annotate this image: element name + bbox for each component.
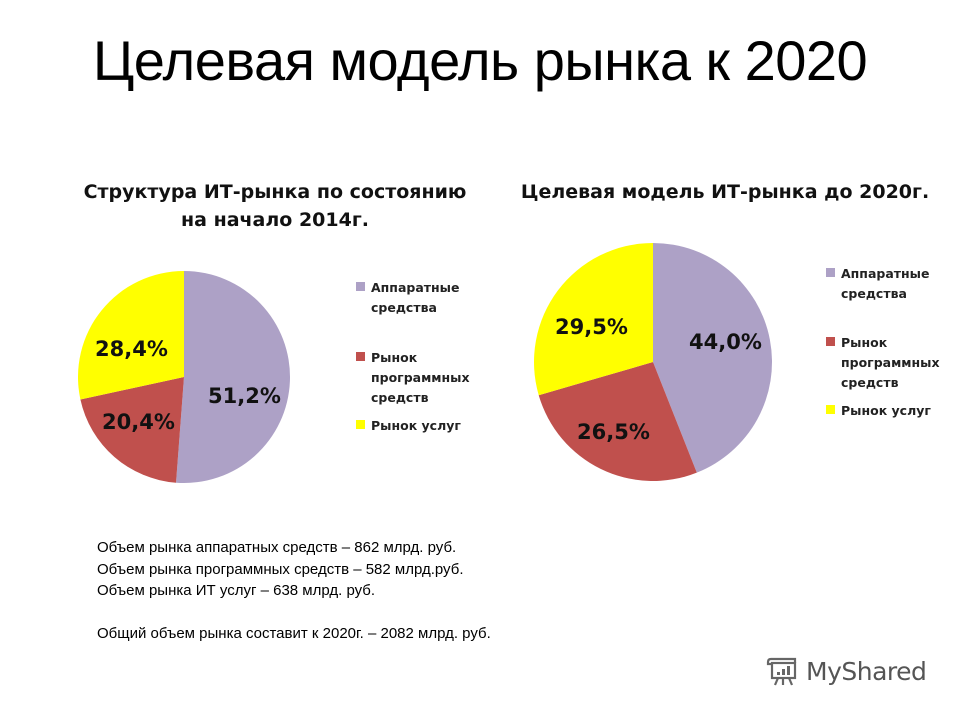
note-hardware-volume: Объем рынка аппаратных средств – 862 млр…	[97, 539, 457, 556]
pie-slice-hardware	[653, 243, 773, 473]
legend-swatch-services	[826, 405, 835, 414]
pie-slice-software	[80, 377, 184, 483]
chart-title-2020: Целевая модель ИТ-рынка до 2020г.	[520, 181, 930, 203]
watermark-text: MyShared	[806, 656, 927, 686]
pie-slice-services	[78, 271, 184, 400]
legend-item-hardware: Аппаратные средства	[826, 264, 929, 304]
pie-slice-hardware	[176, 271, 290, 483]
legend-swatch-services	[356, 420, 365, 429]
pie-label-services: 29,5%	[555, 315, 628, 339]
legend-item-software: Рынок программных средств	[356, 348, 470, 408]
note-software-volume: Объем рынка программных средств – 582 мл…	[97, 560, 464, 578]
legend-item-hardware: Аппаратные средства	[356, 278, 459, 318]
legend-item-software: Рынок программных средств	[826, 333, 940, 393]
pie-label-hardware: 51,2%	[208, 384, 281, 408]
legend-swatch-software	[356, 352, 365, 361]
chart-title-2014-line1: Структура ИТ-рынка по состоянию	[83, 181, 467, 203]
chart-title-2014: Структура ИТ-рынка по состоянию на начал…	[60, 178, 490, 234]
pie-label-services: 28,4%	[95, 337, 168, 361]
presentation-board-icon	[766, 657, 797, 686]
note-services-volume: Объем рынка ИТ услуг – 638 млрд. руб.	[97, 582, 376, 599]
myshared-watermark: MyShared	[766, 654, 927, 688]
chart-title-2014-line2: на начало 2014г.	[181, 209, 369, 231]
legend-swatch-hardware	[356, 282, 365, 291]
pie-chart-2020: 44,0% 26,5% 29,5%	[534, 243, 773, 481]
pie-label-software: 26,5%	[577, 420, 650, 444]
legend-item-services: Рынок услуг	[826, 401, 931, 421]
pie-slice-software	[538, 362, 697, 481]
note-total-volume: Общий объем рынка составит к 2020г. – 20…	[97, 624, 491, 642]
pie-label-hardware: 44,0%	[689, 330, 762, 354]
market-volume-notes: Объем рынка аппаратных средств – 862 млр…	[97, 537, 491, 644]
pie-chart-2014: 51,2% 20,4% 28,4%	[78, 271, 290, 483]
legend-swatch-hardware	[826, 268, 835, 277]
pie-label-software: 20,4%	[102, 410, 175, 434]
slide-title: Целевая модель рынка к 2020	[92, 29, 868, 92]
legend-swatch-software	[826, 337, 835, 346]
legend-item-services: Рынок услуг	[356, 416, 461, 436]
pie-slice-services	[534, 243, 653, 396]
